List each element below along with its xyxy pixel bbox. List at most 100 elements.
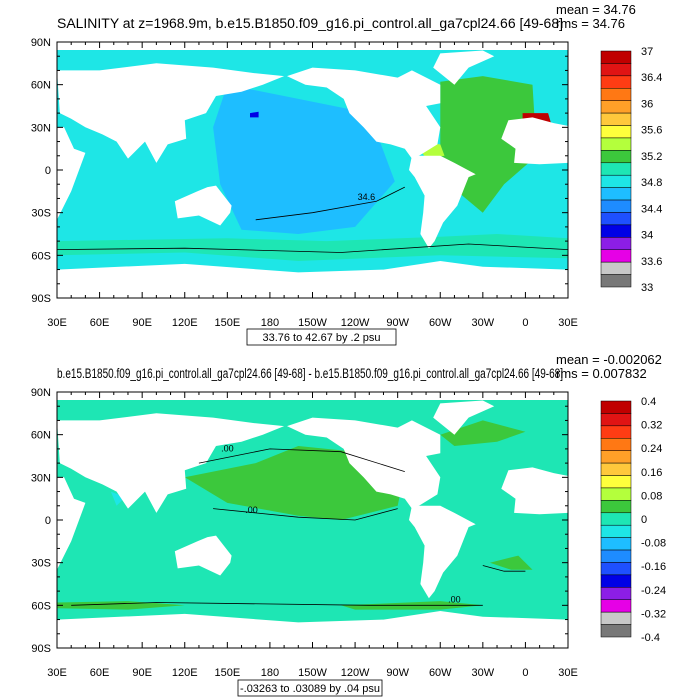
x-tick-label: 180 bbox=[261, 317, 279, 329]
x-tick-label: 150W bbox=[298, 317, 327, 329]
colorbar-label: 34.8 bbox=[641, 177, 662, 189]
y-tick-label: 60S bbox=[31, 600, 51, 612]
x-tick-label: 150E bbox=[214, 317, 240, 329]
x-tick-label: 120E bbox=[172, 667, 198, 679]
colorbar-swatch bbox=[600, 487, 632, 501]
ocean-region bbox=[440, 420, 526, 446]
x-tick-label: 60W bbox=[429, 317, 452, 329]
colorbar-swatch bbox=[600, 174, 632, 188]
colorbar-swatch bbox=[600, 274, 632, 288]
contour-line bbox=[71, 602, 483, 606]
x-tick-label: 0 bbox=[522, 667, 528, 679]
y-tick-label: 30S bbox=[31, 558, 51, 570]
land-mask bbox=[433, 50, 495, 85]
y-tick-label: 90N bbox=[31, 387, 51, 399]
x-tick-label: 0 bbox=[522, 317, 528, 329]
contour-label: .00 bbox=[221, 444, 234, 454]
x-tick-label: 30W bbox=[472, 317, 495, 329]
contour-label: .00 bbox=[448, 594, 461, 604]
y-tick-label: 0 bbox=[45, 165, 51, 177]
colorbar-label: 0.32 bbox=[641, 420, 662, 432]
colorbar-swatch bbox=[600, 237, 632, 250]
y-tick-label: 60S bbox=[31, 250, 51, 262]
land-mask bbox=[501, 117, 568, 165]
colorbar-swatch bbox=[600, 249, 632, 263]
land-mask bbox=[409, 505, 476, 599]
colorbar-label: -0.32 bbox=[641, 608, 666, 620]
colorbar-swatch bbox=[600, 112, 632, 126]
colorbar-swatch bbox=[600, 562, 632, 576]
range-label: -.03263 to .03089 by .04 psu bbox=[240, 683, 380, 695]
colorbar-swatch bbox=[600, 187, 632, 201]
y-tick-label: 30S bbox=[31, 208, 51, 220]
x-tick-label: 90E bbox=[132, 317, 152, 329]
colorbar-label: 34.4 bbox=[641, 203, 662, 215]
colorbar-swatch bbox=[600, 537, 632, 551]
colorbar-label: 36 bbox=[641, 98, 653, 110]
range-box bbox=[237, 679, 383, 697]
x-tick-label: 120W bbox=[341, 317, 370, 329]
map-field: .00 .00 .00 bbox=[57, 392, 568, 648]
colorbar-swatch bbox=[600, 400, 632, 414]
colorbar-swatch bbox=[600, 88, 632, 101]
x-tick-label: 120W bbox=[341, 667, 370, 679]
panel-2: .00 .00 .00 30E 60E 90E 120E 150E 180 150W 120W 90W… bbox=[31, 352, 666, 697]
colorbar-swatch bbox=[600, 512, 632, 526]
colorbar-swatch bbox=[600, 150, 632, 164]
land-mask bbox=[501, 467, 568, 515]
ocean-region bbox=[110, 491, 126, 506]
x-tick-label: 60E bbox=[90, 317, 110, 329]
colorbar-label: 0.16 bbox=[641, 467, 662, 479]
colorbar-swatch bbox=[600, 63, 632, 77]
x-tick-label: 60E bbox=[90, 667, 110, 679]
colorbar-swatch bbox=[600, 50, 632, 64]
x-tick-label: 150E bbox=[214, 667, 240, 679]
y-tick-label: 0 bbox=[45, 515, 51, 527]
land-mask bbox=[57, 261, 568, 298]
colorbar-swatch bbox=[600, 574, 632, 588]
colorbar-swatch bbox=[600, 75, 632, 89]
colorbar-swatch bbox=[600, 587, 632, 600]
colorbar-label: 34 bbox=[641, 230, 653, 242]
colorbar-swatch bbox=[600, 261, 632, 275]
x-tick-label: 60W bbox=[429, 667, 452, 679]
land-mask bbox=[287, 417, 441, 509]
colorbar-label: 0.24 bbox=[641, 443, 662, 455]
land-mask bbox=[287, 67, 441, 159]
y-tick-label: 30N bbox=[31, 472, 51, 484]
x-tick-label: 30E bbox=[47, 317, 67, 329]
colorbar-swatch bbox=[600, 100, 632, 114]
colorbar-swatch bbox=[600, 413, 632, 427]
x-tick-label: 30E bbox=[47, 667, 67, 679]
contour-line bbox=[198, 448, 405, 472]
x-tick-label: 90E bbox=[132, 667, 152, 679]
y-tick-label: 60N bbox=[31, 80, 51, 92]
ocean-region bbox=[250, 111, 259, 118]
colorbar-swatch bbox=[600, 549, 632, 563]
stat-label: rms = 0.007832 bbox=[556, 366, 647, 381]
map-field: 34.6 bbox=[57, 42, 568, 298]
colorbar-label: 36.4 bbox=[641, 72, 662, 84]
colorbar-swatch bbox=[600, 125, 632, 139]
colorbar-label: 33 bbox=[641, 282, 653, 294]
ocean-region bbox=[184, 446, 405, 520]
x-tick-label: 90W bbox=[386, 317, 409, 329]
land-mask bbox=[57, 477, 86, 570]
ocean-region bbox=[57, 601, 185, 610]
y-tick-label: 30N bbox=[31, 122, 51, 134]
ocean-region bbox=[489, 555, 533, 570]
colorbar-swatch bbox=[600, 599, 632, 613]
colorbar-swatch bbox=[600, 624, 632, 638]
stat-label: mean = -0.002062 bbox=[556, 352, 662, 367]
colorbar-label: 33.6 bbox=[641, 256, 662, 268]
colorbar-swatch bbox=[600, 212, 632, 226]
colorbar-swatch bbox=[600, 425, 632, 439]
colorbar-swatch bbox=[600, 450, 632, 464]
contour-label: .00 bbox=[245, 505, 258, 515]
land-mask bbox=[433, 400, 495, 435]
contour-label: 34.6 bbox=[358, 192, 376, 202]
x-tick-label: 120E bbox=[172, 317, 198, 329]
x-tick-label: 30W bbox=[472, 667, 495, 679]
contour-line bbox=[482, 565, 526, 572]
